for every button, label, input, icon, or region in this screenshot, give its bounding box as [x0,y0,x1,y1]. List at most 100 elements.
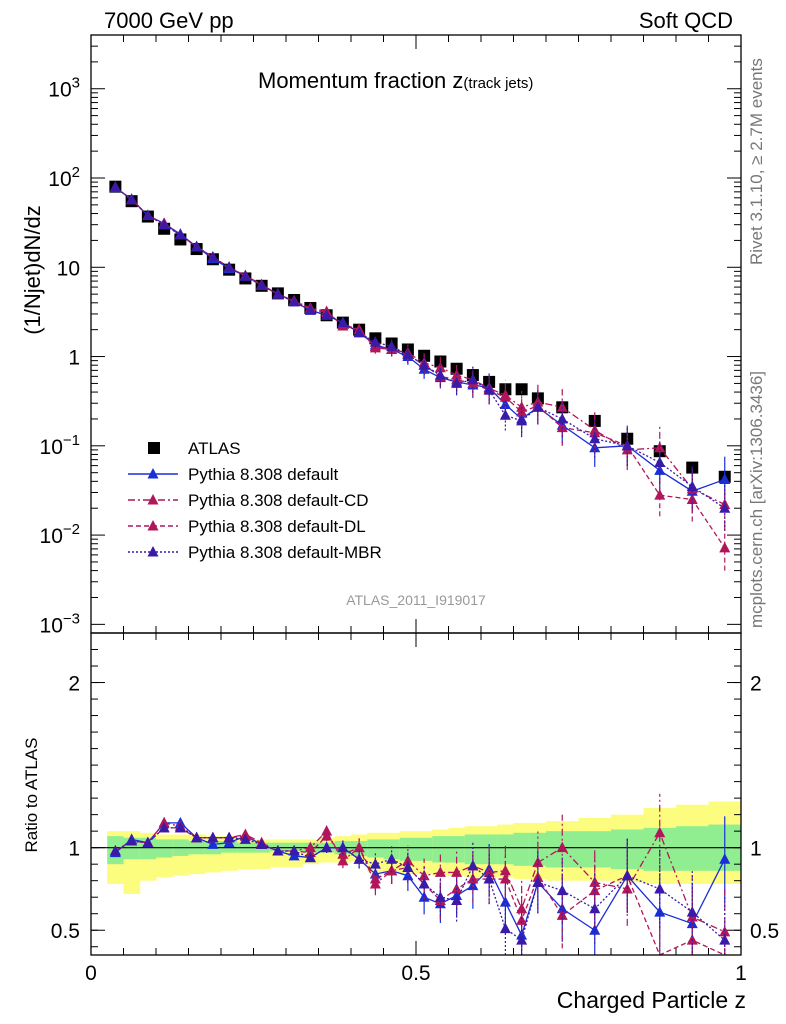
ratio-point [434,866,446,877]
ratio-point [304,851,316,863]
ratio-frame [90,632,742,956]
series-point [288,295,300,307]
ratio-point [532,876,544,887]
series-atlas [109,180,731,483]
uncertainty-band-inner [513,832,531,866]
series-point [174,228,186,240]
ratio-y-tick-label-right: 1 [750,838,762,861]
ratio-point [402,854,414,866]
series-point [191,240,203,252]
header-right: Soft QCD [639,8,733,33]
legend-label: Pythia 8.308 default [188,465,339,484]
ratio-point [654,882,666,894]
ratio-point [499,922,511,934]
x-tick-label: 1 [735,962,747,985]
ratio-point [589,924,601,935]
ratio-point [191,831,203,843]
ratio-point [621,869,633,881]
ratio-point [126,835,138,846]
series-point [556,412,568,424]
series-point [321,309,333,320]
uncertainty-band-inner [139,837,157,860]
rivet-label: Rivet 3.1.10, ≥ 2.7M events [747,58,766,265]
series-point [532,401,544,412]
main-ylabel: (1/Njet)dN/dz [20,205,45,335]
series-pythia-8-308-default-dl [109,181,731,571]
series-point [589,432,601,444]
ratio-point [386,864,398,876]
ratio-point [256,838,268,849]
uncertainty-band-inner [464,834,482,865]
uncertainty-band-inner [432,836,449,863]
atlas-data-point [515,383,528,396]
ratio-point [158,821,170,833]
series-point [621,439,633,451]
ratio-point [467,859,479,871]
legend-marker [147,494,159,505]
ratio-point [386,853,398,864]
series-pythia-8-308-default-mbr [109,181,731,531]
ratio-ylabel: Ratio to ATLAS [22,738,41,853]
ratio-line [115,827,726,956]
legend-item: ATLAS [148,439,241,458]
series-point [686,480,698,492]
ratio-point [589,902,601,914]
series-point [337,316,349,328]
series-point [499,409,511,420]
ratio-xlabel: Charged Particle z [557,987,746,1013]
ratio-panel: 0.5 0.51 12 20 0.5 1 Ratio to ATLAS Charged P… [22,632,779,1013]
ratio-point [434,891,446,902]
series-point [402,348,414,360]
ratio-point [516,914,528,925]
ratio-point [499,873,511,884]
mcplots-label: mcplots.cern.ch [arXiv:1306.3436] [747,371,766,628]
series-point [109,181,121,192]
y-tick-label: 103 [48,75,80,102]
ratio-y-tick-label: 0.5 [51,920,80,943]
ratio-point [467,873,479,884]
series-point [142,209,154,221]
series-point [386,340,398,351]
legend-marker [148,442,160,454]
series-point [556,421,568,433]
ratio-point [719,853,731,864]
ratio-point [369,873,381,884]
y-tick-label: 1 [68,347,80,370]
series-point [239,270,251,281]
ratio-point [321,830,333,841]
y-tick-label: 10−2 [40,521,80,548]
uncertainty-band-inner [367,839,384,858]
series-point [719,502,731,513]
legend-item: Pythia 8.308 default-MBR [128,543,382,562]
header-left: 7000 GeV pp [104,8,234,33]
ratio-point [174,821,186,833]
ratio-point [353,853,365,864]
series-point [654,456,666,468]
series-line [114,186,726,509]
ratio-point [556,841,568,853]
series-point [516,405,528,417]
series-point [223,261,235,272]
ratio-point [418,877,430,889]
uncertainty-band-inner [448,836,466,863]
uncertainty-band-inner [383,839,401,860]
ratio-point [109,844,121,856]
legend-marker [147,546,159,557]
legend-label: Pythia 8.308 default-MBR [188,543,382,562]
ratio-point [223,831,235,843]
y-tick-label: 10−1 [40,432,80,459]
ratio-point [556,884,568,896]
ratio-point [686,906,698,917]
y-tick-label: 10−3 [40,610,80,637]
series-point [272,288,284,299]
ratio-y-tick-label: 1 [68,838,80,861]
ratio-point [654,826,666,838]
ratio-point [207,838,219,849]
legend-item: Pythia 8.308 default-DL [128,517,366,536]
series-point [499,391,511,402]
legend: ATLAS Pythia 8.308 default Pythia 8.308 de… [128,439,382,562]
series-point [418,359,430,370]
series-point [467,373,479,385]
series-point [207,251,219,262]
series-point [369,336,381,347]
